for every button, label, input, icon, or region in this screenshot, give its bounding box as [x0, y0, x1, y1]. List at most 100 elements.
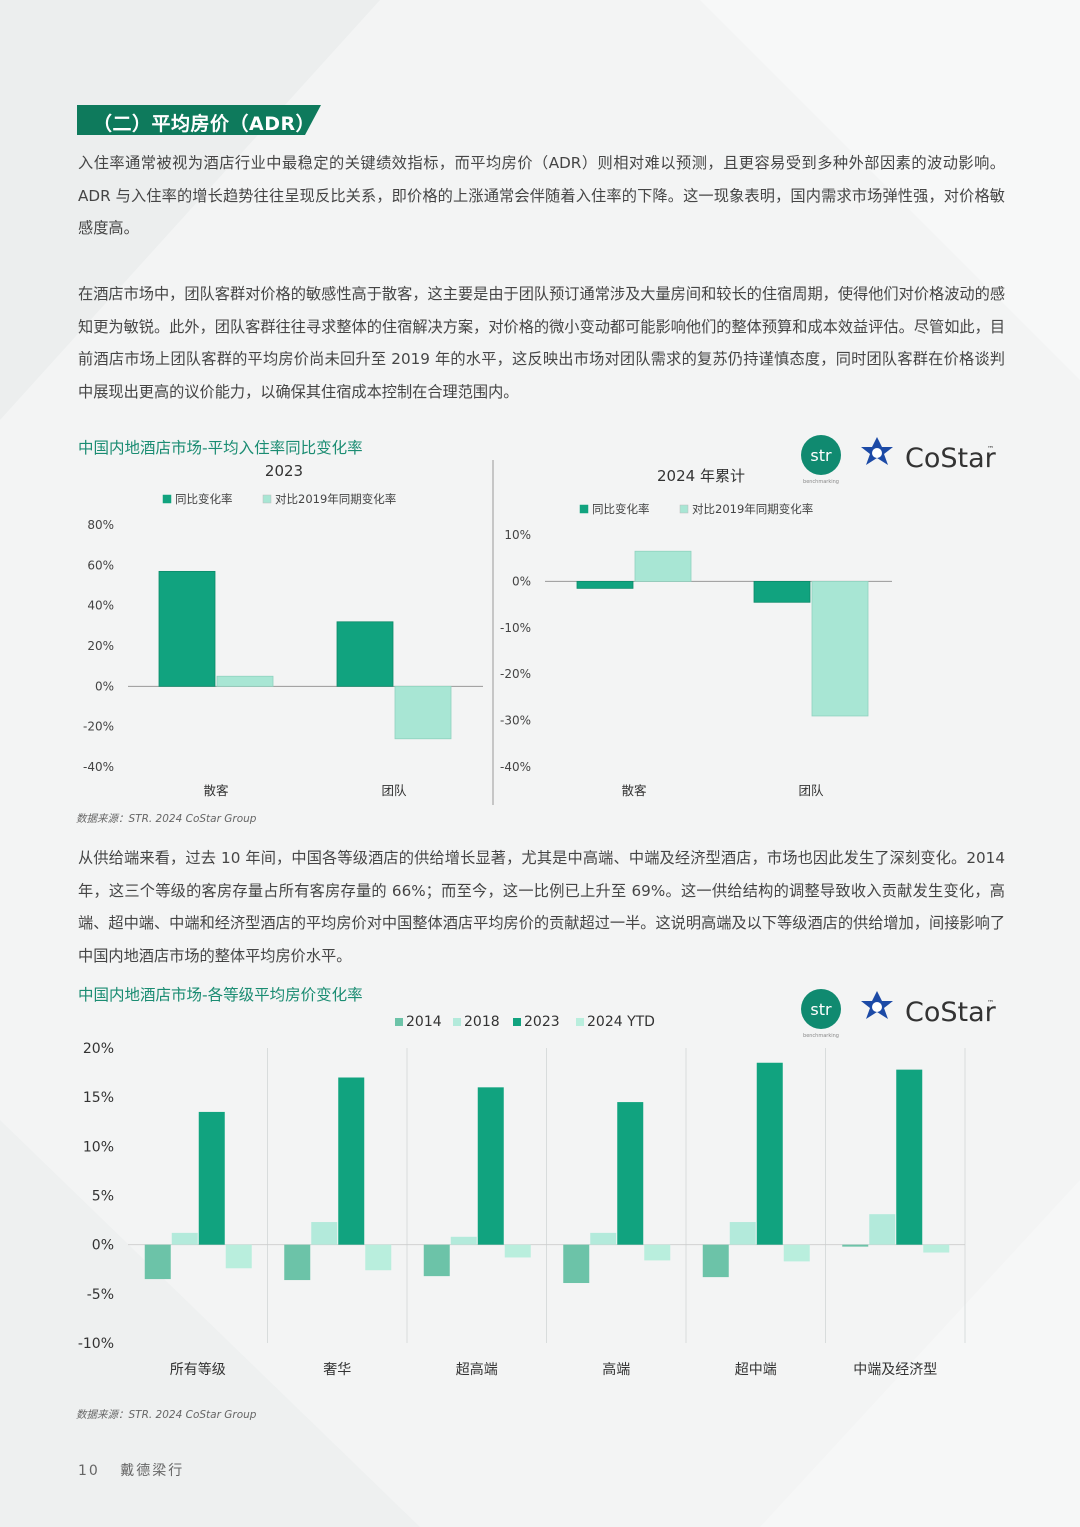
y-tick-label: 80% — [87, 518, 114, 532]
bar-2018-4 — [729, 1222, 756, 1245]
bar-vs2019-1 — [811, 581, 869, 717]
x-category-label: 所有等级 — [170, 1361, 226, 1378]
str-logo-text: str — [810, 1000, 832, 1019]
bar-yoy-0 — [576, 581, 634, 589]
x-category-label: 高端 — [602, 1361, 630, 1378]
costar-logo-text: CoStar — [905, 443, 997, 474]
y-tick-label: 20% — [83, 1041, 114, 1057]
bar-2024-YTD-3 — [644, 1244, 671, 1261]
legend-label: 2014 — [406, 1014, 442, 1030]
x-category-label: 中端及经济型 — [853, 1362, 937, 1378]
costar-tm: ™ — [987, 445, 994, 453]
y-tick-label: 60% — [87, 558, 114, 572]
y-tick-label: 20% — [87, 639, 114, 653]
x-category-label: 奢华 — [323, 1362, 351, 1378]
bar-2023-5 — [896, 1069, 923, 1245]
y-tick-label: 0% — [512, 574, 531, 588]
y-tick-label: 10% — [83, 1139, 114, 1155]
legend-swatch — [513, 1018, 521, 1026]
y-tick-label: -20% — [500, 667, 531, 681]
legend-label: 同比变化率 — [175, 492, 233, 506]
bar-2023-2 — [477, 1087, 504, 1245]
costar-logo: CoStar ™ — [861, 437, 997, 474]
chart1-source: 数据来源：STR. 2024 CoStar Group — [76, 813, 257, 825]
legend-swatch — [679, 504, 689, 514]
bar-2023-3 — [617, 1102, 644, 1245]
y-tick-label: -30% — [500, 714, 531, 728]
y-tick-label: -10% — [78, 1336, 114, 1352]
legend-label: 对比2019年同期变化率 — [692, 502, 813, 516]
chart2-svg: 2014 2018 2023 2024 YTD 20% 15% 10% 5% 0% -5% -10%… — [78, 1014, 966, 1378]
legend-label: 2024 YTD — [587, 1014, 655, 1030]
x-category-label: 团队 — [381, 783, 407, 798]
str-logo-subtext: benchmarking — [803, 479, 839, 485]
bar-2014-4 — [702, 1244, 729, 1278]
bar-vs2019-0 — [216, 675, 274, 687]
bar-2014-3 — [563, 1244, 590, 1284]
y-tick-label: 0% — [95, 679, 114, 693]
logo-group-1: str benchmarking CoStar ™ — [801, 435, 997, 485]
y-tick-label: -20% — [83, 720, 114, 734]
chart2-source: 数据来源：STR. 2024 CoStar Group — [76, 1409, 257, 1421]
y-tick-label: 5% — [92, 1189, 114, 1205]
page-number: 10 — [78, 1463, 100, 1479]
bar-2018-2 — [450, 1236, 477, 1245]
chart1-title: 中国内地酒店市场-平均入住率同比变化率 — [78, 439, 363, 457]
y-tick-label: -5% — [87, 1287, 114, 1303]
str-logo: str benchmarking — [801, 435, 841, 485]
bar-2023-1 — [338, 1077, 365, 1245]
bar-2024-YTD-0 — [225, 1244, 252, 1269]
bar-2014-5 — [842, 1244, 869, 1247]
bar-2018-3 — [590, 1232, 617, 1245]
page-footer: 10 戴德梁行 — [78, 1460, 184, 1480]
chart2-title: 中国内地酒店市场-各等级平均房价变化率 — [78, 986, 363, 1004]
bar-2024-YTD-2 — [504, 1244, 531, 1258]
y-tick-label: -10% — [500, 621, 531, 635]
bar-2018-0 — [171, 1232, 198, 1245]
legend-swatch — [576, 1018, 584, 1026]
y-tick-label: -40% — [83, 760, 114, 774]
legend-swatch — [579, 504, 589, 514]
legend-label: 对比2019年同期变化率 — [275, 492, 396, 506]
bar-vs2019-0 — [634, 550, 692, 582]
str-logo-text: str — [810, 446, 832, 465]
legend-swatch — [262, 494, 272, 504]
y-tick-label: 0% — [92, 1238, 114, 1254]
bar-yoy-1 — [336, 621, 394, 687]
x-category-label: 团队 — [798, 783, 824, 798]
costar-logo-text: CoStar — [905, 997, 997, 1028]
bar-2024-YTD-1 — [365, 1244, 392, 1271]
legend-label: 2018 — [464, 1014, 500, 1030]
costar-tm: ™ — [987, 999, 994, 1007]
bar-2014-0 — [144, 1244, 171, 1280]
chart-panel-title: 2024 年累计 — [657, 467, 745, 485]
y-tick-label: -40% — [500, 760, 531, 774]
str-logo-subtext: benchmarking — [803, 1033, 839, 1039]
bar-2018-5 — [869, 1214, 896, 1245]
bar-yoy-1 — [753, 581, 811, 603]
logo-group-2: str benchmarking CoStar ™ — [801, 989, 997, 1039]
bar-2023-0 — [198, 1111, 225, 1245]
x-category-label: 超中端 — [735, 1362, 777, 1378]
y-tick-label: 10% — [504, 528, 531, 542]
str-logo: str benchmarking — [801, 989, 841, 1039]
bar-2023-4 — [756, 1062, 783, 1245]
paragraph-3: 从供给端来看，过去 10 年间，中国各等级酒店的供给增长显著，尤其是中高端、中端… — [78, 849, 1005, 965]
chart1-panel-2023: 2023 同比变化率 对比2019年同期变化率 80% 60% 40% 20% 0% -20% -… — [83, 462, 483, 798]
paragraph-2: 在酒店市场中，团队客群对价格的敏感性高于散客，这主要是由于团队预订通常涉及大量房… — [78, 285, 1005, 401]
y-tick-label: 40% — [87, 599, 114, 613]
legend-label: 同比变化率 — [592, 502, 650, 516]
bar-2014-1 — [284, 1244, 311, 1281]
paragraph-1: 入住率通常被视为酒店行业中最稳定的关键绩效指标，而平均房价（ADR）则相对难以预… — [78, 154, 1005, 238]
bar-2024-YTD-4 — [783, 1244, 810, 1262]
legend-label: 2023 — [524, 1014, 560, 1030]
header-banner-shape — [77, 105, 321, 135]
x-category-label: 散客 — [621, 783, 647, 798]
chart-panel-title: 2023 — [265, 462, 303, 480]
y-tick-label: 15% — [83, 1090, 114, 1106]
bar-vs2019-1 — [394, 685, 452, 740]
legend-swatch — [453, 1018, 461, 1026]
bar-2018-1 — [311, 1222, 338, 1245]
